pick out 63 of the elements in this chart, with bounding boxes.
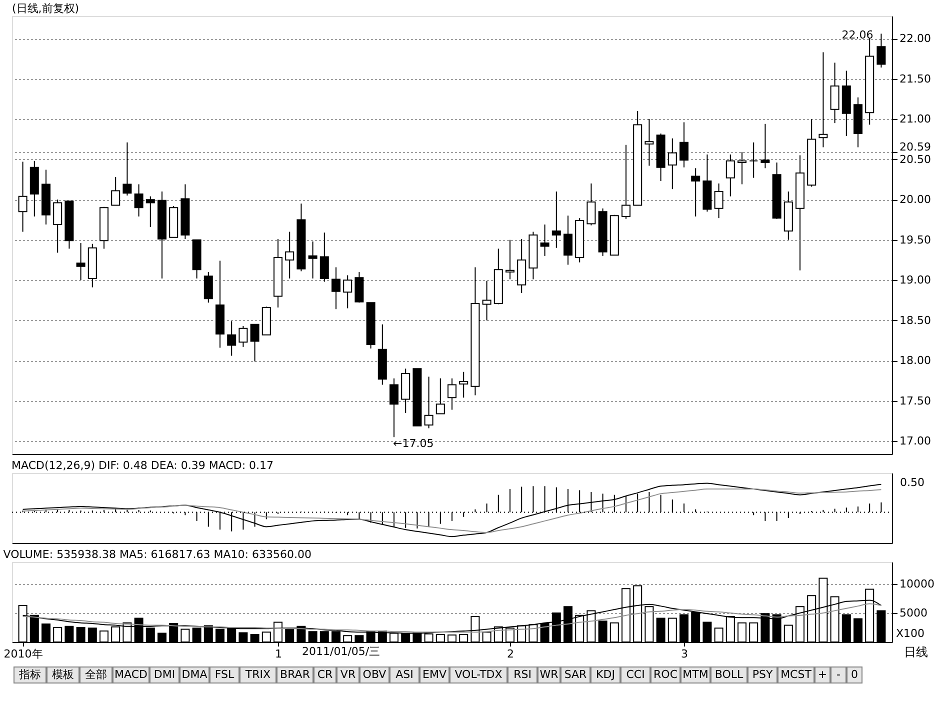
- text: 全部: [85, 668, 107, 681]
- y-tick-label: 21.00: [900, 112, 931, 126]
- text: RSI: [514, 668, 532, 681]
- text: DMA: [182, 668, 208, 681]
- y-tick-label: 22.00: [900, 32, 931, 46]
- y-tick-label: 21.50: [900, 72, 931, 86]
- y-tick-label: 19.50: [900, 233, 931, 246]
- x-tick-label: 2: [507, 648, 514, 660]
- text: VR: [340, 668, 356, 681]
- candlestick: [238, 325, 248, 348]
- text: +: [818, 668, 828, 681]
- y-tick-label: 17.00: [900, 434, 931, 448]
- y-tick-label: 18.00: [900, 354, 931, 368]
- text: 2011/01/05/三: [302, 645, 380, 658]
- text: 模板: [52, 668, 74, 681]
- candlestick: [680, 122, 688, 168]
- text: BRAR: [280, 668, 310, 681]
- text: CR: [317, 668, 334, 681]
- x-tick-label: 3: [681, 648, 688, 660]
- text: 日线: [904, 645, 928, 659]
- candlestick: [76, 242, 86, 281]
- candlestick: [332, 266, 340, 310]
- text: DMI: [154, 668, 176, 681]
- y-tick-label: 18.50: [900, 314, 931, 327]
- text: MCST: [780, 668, 812, 681]
- text: ROC: [654, 668, 678, 681]
- text: PSY: [752, 668, 773, 681]
- y-tick-label: 10000: [900, 578, 934, 591]
- y-tick-label: 19.00: [900, 274, 931, 287]
- text: TRIX: [244, 668, 272, 681]
- candlestick: [448, 378, 456, 410]
- text: 0: [851, 668, 858, 681]
- text: -: [836, 668, 841, 681]
- y-tick-label: 20.50: [900, 152, 931, 166]
- y-tick-label: 20.59: [900, 140, 931, 154]
- annotation: 22.06: [842, 28, 874, 42]
- text: CCI: [626, 668, 645, 681]
- text: VOL-TDX: [454, 668, 503, 681]
- text: FSL: [214, 668, 235, 681]
- annotation: ←17.05: [393, 437, 434, 450]
- candlestick: [564, 215, 572, 266]
- chart-title: (日线,前复权): [12, 2, 80, 15]
- text: EMV: [422, 668, 447, 681]
- chart-title: VOLUME: 535938.38 MA5: 616817.63 MA10: 633560.00: [3, 548, 312, 561]
- candlestick: [459, 371, 468, 398]
- text: WR: [540, 668, 559, 681]
- text: ASI: [396, 668, 414, 681]
- candlestick: [308, 240, 318, 279]
- y-tick-label: 17.50: [900, 394, 931, 408]
- y-tick-label: 5000: [900, 606, 928, 620]
- text: 0.50: [900, 476, 924, 490]
- text: KDJ: [596, 668, 615, 681]
- text: MACD: [114, 668, 148, 681]
- text: BOLL: [714, 668, 744, 681]
- text: OBV: [362, 668, 387, 681]
- y-tick-label: 20.00: [900, 193, 931, 206]
- text: MTM: [682, 668, 708, 681]
- text: 指标: [18, 668, 41, 681]
- x-tick-label: 2010年: [4, 648, 43, 660]
- text: SAR: [564, 668, 588, 681]
- x-tick-label: 1: [275, 648, 282, 660]
- chart-title: MACD(12,26,9) DIF: 0.48 DEA: 0.39 MACD: 0.17: [12, 459, 274, 472]
- text: X100: [896, 627, 925, 640]
